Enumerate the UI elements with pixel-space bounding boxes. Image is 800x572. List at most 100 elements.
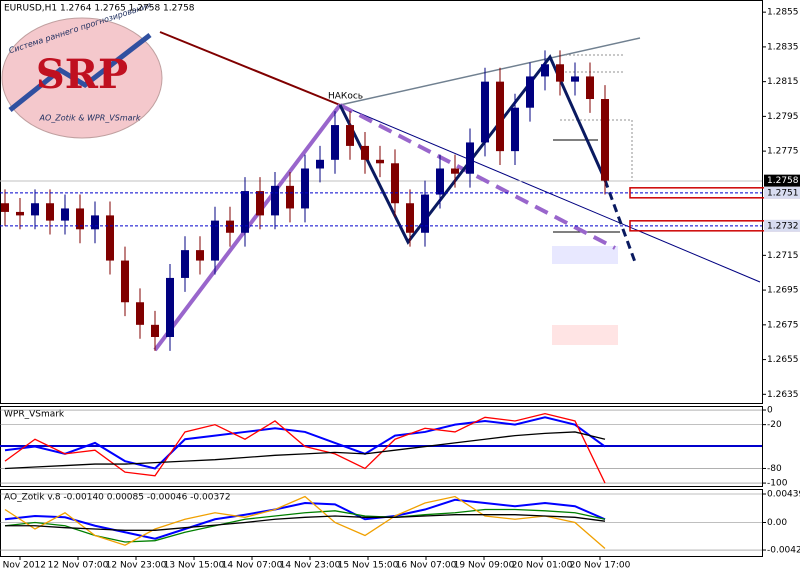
y-tick-label: -100 <box>767 479 788 489</box>
candle-body <box>481 81 489 143</box>
candle-body <box>76 208 84 230</box>
indicator-line <box>4 508 606 543</box>
candle-body <box>376 159 384 164</box>
panel-title: EURUSD,H1 1.2764 1.2765 1.2758 1.2758 <box>4 4 195 14</box>
price-label: 1.2751 <box>767 188 799 198</box>
x-tick-label: 9 Nov 2012 <box>0 561 46 571</box>
indicator-line <box>4 416 606 470</box>
candle-body <box>241 191 249 233</box>
y-tick-label: 1.2675 <box>767 320 799 330</box>
annotation: НАКось <box>328 92 363 102</box>
x-tick-label: 14 Nov 23:00 <box>280 561 341 571</box>
indicator-line <box>4 495 606 549</box>
main-panel <box>0 0 763 404</box>
candle-body <box>331 125 339 160</box>
candle-body <box>46 203 54 221</box>
candle-body <box>301 168 309 209</box>
price-label: 1.2732 <box>767 221 799 231</box>
candle-body <box>166 277 174 337</box>
indicator-line <box>4 498 606 540</box>
y-tick-label: 1.2715 <box>767 251 799 261</box>
candle-body <box>121 260 129 303</box>
candle-body <box>346 125 354 146</box>
x-tick-label: 16 Nov 07:00 <box>396 561 457 571</box>
channel-line <box>339 37 641 106</box>
y-tick-label: 1.2695 <box>767 286 799 296</box>
candle-body <box>421 194 429 233</box>
candle-body <box>16 211 24 216</box>
y-tick-label: 1.2815 <box>767 77 799 87</box>
y-tick-label: 1.2795 <box>767 112 799 122</box>
y-tick-label: 0.00 <box>767 518 787 528</box>
logo-arrow <box>8 33 152 112</box>
indicator-line <box>4 413 606 484</box>
candle-body <box>286 185 294 209</box>
x-tick-label: 19 Nov 09:00 <box>454 561 515 571</box>
price-label-bg <box>764 186 800 199</box>
panel-title: AO_Zotik v.8 -0.00140 0.00085 -0.00046 -… <box>4 493 231 503</box>
logo-footer: AO_Zotik & WPR_VSmark <box>39 114 141 123</box>
trend-line <box>159 31 341 106</box>
y-tick-label: -80 <box>767 464 782 474</box>
candle-body <box>151 324 159 337</box>
y-tick-label: 1.2655 <box>767 355 799 365</box>
candle-body <box>316 159 324 169</box>
price-box <box>629 220 800 232</box>
purple-projection <box>339 103 616 250</box>
logo-ellipse <box>1 17 163 139</box>
candle-body <box>361 145 369 160</box>
candle-body <box>511 107 519 152</box>
candle-body <box>196 250 204 261</box>
trend-line <box>339 104 761 283</box>
candle-body <box>436 168 444 195</box>
indicator-line <box>4 431 606 470</box>
y-tick-label: 1.2835 <box>767 42 799 52</box>
price-label-bg <box>764 174 800 187</box>
candle-body <box>226 220 234 233</box>
y-tick-label: 1.2635 <box>767 390 799 400</box>
candle-body <box>571 76 579 82</box>
x-tick-label: 13 Nov 15:00 <box>164 561 225 571</box>
candle-body <box>586 76 594 100</box>
candle-body <box>556 64 564 82</box>
candle-body <box>256 191 264 216</box>
price-box <box>629 187 800 199</box>
y-tick-label: 1.2775 <box>767 147 799 157</box>
x-tick-label: 20 Nov 01:00 <box>512 561 573 571</box>
candle-body <box>61 208 69 221</box>
candle-body <box>181 250 189 278</box>
candle-body <box>136 302 144 325</box>
y-tick-label: -0.00424 <box>767 546 800 556</box>
y-tick-label: -20 <box>767 420 782 430</box>
candle-body <box>601 99 609 181</box>
zigzag-projection <box>603 179 637 263</box>
y-tick-label: 0.00439 <box>767 489 800 499</box>
candle-body <box>406 203 414 233</box>
logo-title: SRP <box>36 51 128 98</box>
indicator-line <box>5 514 606 531</box>
zigzag <box>338 54 607 245</box>
x-tick-label: 14 Nov 07:00 <box>222 561 283 571</box>
candle-body <box>1 203 9 212</box>
candle-body <box>271 185 279 216</box>
candle-body <box>211 220 219 261</box>
x-tick-label: 12 Nov 07:00 <box>48 561 109 571</box>
x-tick-label: 12 Nov 23:00 <box>106 561 167 571</box>
candle-body <box>31 203 39 216</box>
candle-body <box>466 142 474 174</box>
candle-body <box>526 76 534 108</box>
zone-box <box>552 246 618 264</box>
candle-body <box>391 163 399 204</box>
panel-title: WPR_VSmark <box>4 410 65 420</box>
x-tick-label: 20 Nov 17:00 <box>570 561 631 571</box>
candle-body <box>541 64 549 77</box>
candle-body <box>496 81 504 152</box>
zone-box <box>552 325 618 345</box>
candle-body <box>106 215 114 261</box>
x-tick-label: 15 Nov 15:00 <box>338 561 399 571</box>
price-label: 1.2758 <box>767 176 799 186</box>
candle-body <box>91 215 99 230</box>
y-tick-label: 1.2855 <box>767 8 799 18</box>
candle-body <box>451 168 459 174</box>
